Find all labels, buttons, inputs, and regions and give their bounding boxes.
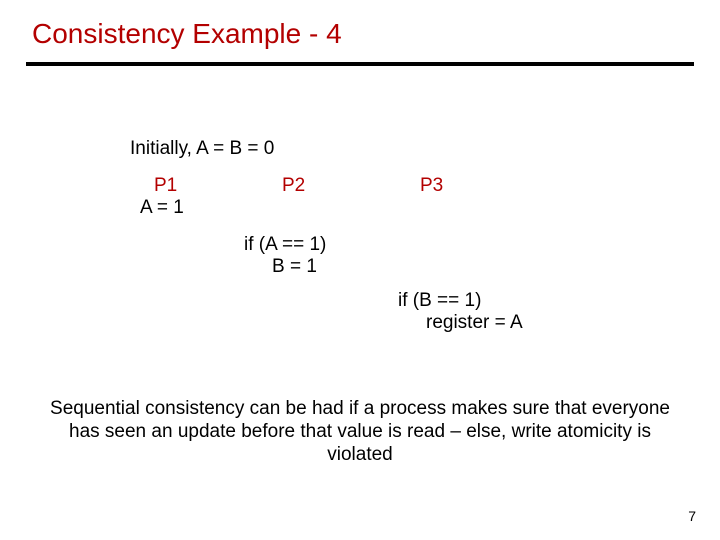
process-p1-code: A = 1 [140, 197, 184, 219]
slide: Consistency Example - 4 Initially, A = B… [0, 0, 720, 540]
process-p3-code: if (B == 1) register = A [398, 290, 523, 334]
process-p2-code: if (A == 1) B = 1 [244, 234, 326, 278]
p2-line1: if (A == 1) [244, 234, 326, 255]
page-number: 7 [688, 508, 696, 524]
p3-line1: if (B == 1) [398, 290, 481, 311]
p2-line2: B = 1 [244, 256, 326, 278]
conclusion-text: Sequential consistency can be had if a p… [48, 398, 672, 466]
p3-line2: register = A [398, 312, 523, 334]
slide-title: Consistency Example - 4 [32, 18, 342, 50]
initial-condition: Initially, A = B = 0 [130, 138, 274, 160]
process-p3-label: P3 [420, 175, 443, 197]
title-underline [26, 62, 694, 66]
process-p2-label: P2 [282, 175, 305, 197]
process-p1-label: P1 [154, 175, 177, 197]
